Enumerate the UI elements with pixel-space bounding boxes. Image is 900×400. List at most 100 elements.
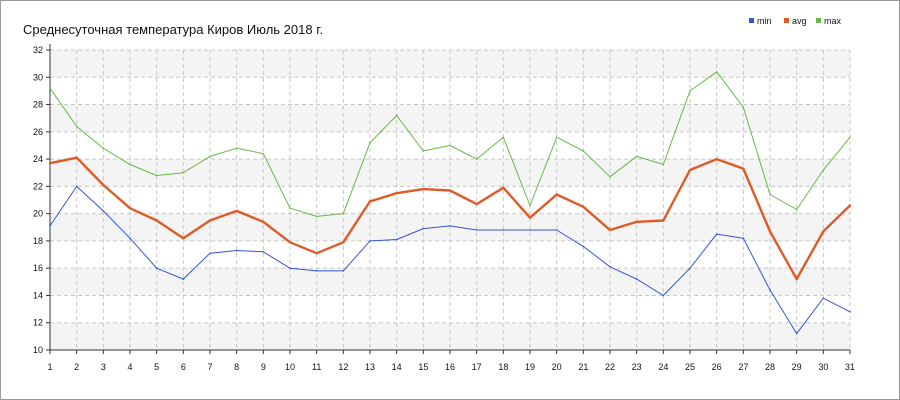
- data-point-max: [715, 71, 718, 73]
- x-tick-label: 29: [792, 362, 802, 372]
- legend-swatch-min: [749, 18, 754, 23]
- data-point-avg: [182, 236, 185, 240]
- data-point-min: [262, 251, 265, 253]
- x-tick-label: 27: [738, 362, 748, 372]
- data-point-min: [289, 267, 291, 269]
- y-tick-label: 30: [33, 72, 43, 82]
- x-tick-label: 18: [498, 362, 508, 372]
- y-tick-label: 24: [33, 154, 43, 164]
- data-point-max: [289, 207, 291, 209]
- y-tick-label: 16: [33, 263, 43, 273]
- data-point-min: [129, 237, 131, 239]
- legend-label-avg: avg: [792, 16, 807, 26]
- x-tick-label: 22: [605, 362, 615, 372]
- x-tick-label: 4: [127, 362, 132, 372]
- axes: [46, 44, 851, 354]
- data-point-max: [662, 163, 665, 166]
- data-point-avg: [102, 183, 105, 187]
- data-point-min: [422, 227, 425, 230]
- y-tick-label: 20: [33, 209, 43, 219]
- data-point-max: [235, 147, 238, 149]
- data-point-max: [315, 215, 318, 218]
- data-point-min: [342, 270, 345, 272]
- data-point-min: [155, 267, 158, 269]
- x-tick-label: 16: [445, 362, 455, 372]
- data-point-avg: [422, 187, 425, 191]
- x-tick-label: 8: [234, 362, 239, 372]
- data-point-max: [742, 106, 745, 109]
- data-point-min: [369, 240, 371, 242]
- data-point-avg: [128, 206, 132, 210]
- x-tick-label: 5: [154, 362, 159, 372]
- data-point-max: [449, 144, 451, 147]
- data-point-max: [822, 169, 825, 171]
- y-tick-label: 14: [33, 290, 43, 300]
- data-point-min: [75, 185, 78, 188]
- data-point-max: [49, 87, 51, 89]
- data-point-min: [475, 229, 478, 231]
- data-point-min: [235, 249, 238, 252]
- data-point-avg: [262, 220, 265, 224]
- data-point-max: [369, 141, 371, 144]
- data-point-max: [102, 147, 105, 149]
- x-tick-label: 15: [418, 362, 428, 372]
- x-tick-label: 21: [578, 362, 588, 372]
- x-tick-label: 20: [552, 362, 562, 372]
- data-point-avg: [75, 156, 78, 159]
- data-point-avg: [848, 204, 852, 207]
- data-point-avg: [448, 189, 452, 192]
- y-tick-label: 28: [33, 100, 43, 110]
- data-point-min: [742, 237, 745, 239]
- x-tick-label: 14: [392, 362, 402, 372]
- data-point-avg: [395, 191, 398, 195]
- data-point-avg: [822, 230, 825, 233]
- data-point-avg: [742, 167, 745, 170]
- data-point-avg: [555, 193, 558, 196]
- data-point-max: [155, 174, 158, 177]
- data-point-avg: [288, 241, 292, 244]
- legend-label-max: max: [824, 16, 842, 26]
- data-point-max: [475, 158, 478, 160]
- x-tick-label: 19: [525, 362, 535, 372]
- data-point-max: [262, 152, 265, 155]
- data-point-min: [209, 252, 211, 254]
- y-tick-label: 12: [33, 318, 43, 328]
- data-point-min: [582, 245, 585, 248]
- data-point-max: [129, 163, 131, 166]
- legend-swatch-max: [816, 18, 821, 23]
- x-tick-label: 11: [312, 362, 321, 372]
- data-point-max: [769, 193, 771, 196]
- data-point-max: [422, 150, 425, 152]
- data-point-avg: [475, 202, 478, 206]
- grid-lines: [49, 49, 851, 351]
- x-tick-label: 25: [685, 362, 695, 372]
- y-tick-label: 22: [33, 181, 43, 191]
- x-tick-label: 3: [101, 362, 106, 372]
- data-point-max: [182, 171, 185, 174]
- legend-label-min: min: [757, 16, 772, 26]
- x-tick-label: 28: [765, 362, 775, 372]
- data-point-avg: [528, 216, 532, 219]
- data-point-avg: [208, 219, 212, 222]
- data-point-min: [795, 332, 798, 335]
- data-point-avg: [582, 205, 585, 209]
- data-point-min: [449, 225, 451, 227]
- data-point-avg: [635, 220, 638, 224]
- data-point-avg: [155, 219, 158, 222]
- data-point-avg: [315, 251, 318, 255]
- x-tick-label: 31: [845, 362, 855, 372]
- data-point-min: [529, 229, 531, 231]
- data-point-avg: [235, 209, 238, 213]
- data-point-min: [102, 210, 105, 212]
- data-point-max: [342, 212, 345, 215]
- x-tick-label: 10: [285, 362, 295, 372]
- data-point-max: [849, 136, 851, 139]
- data-point-min: [715, 233, 718, 235]
- series-lines: [48, 71, 852, 335]
- chart-title: Среднесуточная температура Киров Июль 20…: [23, 22, 323, 37]
- data-point-min: [49, 225, 51, 227]
- x-tick-label: 1: [47, 362, 52, 372]
- data-point-avg: [715, 157, 718, 161]
